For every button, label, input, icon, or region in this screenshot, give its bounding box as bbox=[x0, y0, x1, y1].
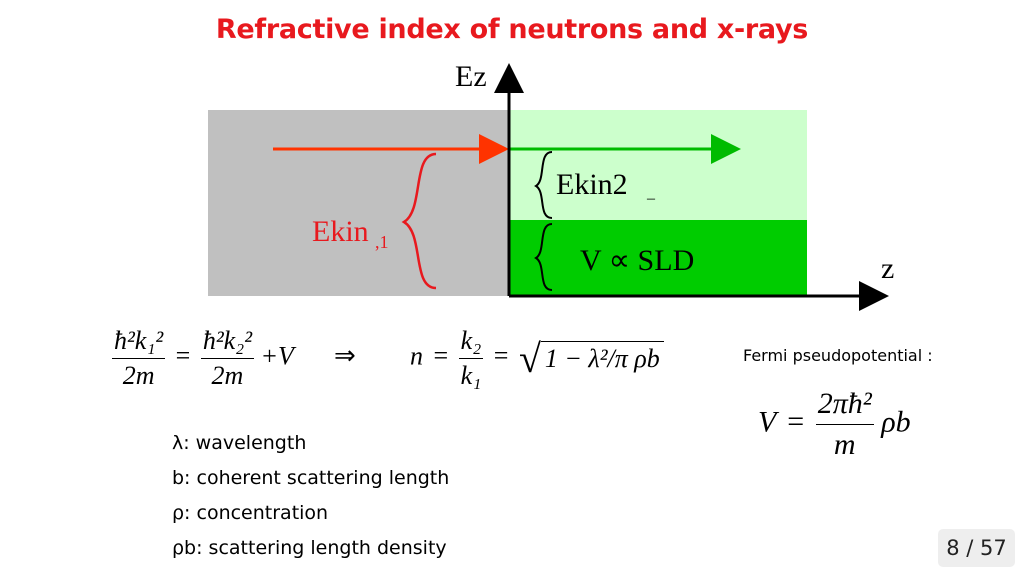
legend-item: ρ: concentration bbox=[172, 502, 329, 524]
legend-item: λ: wavelength bbox=[172, 432, 307, 454]
energy-axis-tick-mark: – bbox=[500, 78, 508, 95]
incident-region bbox=[208, 110, 509, 296]
ekin2-brace bbox=[534, 151, 553, 219]
legend-item: ρb: scattering length density bbox=[172, 537, 447, 559]
page-counter: 8 / 57 bbox=[938, 529, 1015, 567]
ekin1-brace bbox=[401, 152, 437, 290]
ekin2-label: Ekin2 bbox=[556, 168, 628, 201]
ekin1-subscript: ,1 bbox=[375, 232, 389, 252]
ekin2-tick-mark: – bbox=[647, 190, 655, 207]
energy-axis-label: Ez bbox=[455, 60, 487, 93]
sqrt-symbol: √ bbox=[518, 336, 541, 381]
lhs-fraction: ħ²k₁² 2m bbox=[112, 326, 166, 390]
k-ratio: k₂ k₁ bbox=[458, 326, 484, 390]
transmitted-region bbox=[509, 110, 807, 220]
slide-title: Refractive index of neutrons and x-rays bbox=[215, 14, 809, 45]
z-axis-label: z bbox=[881, 252, 895, 285]
sqrt-body: 1 − λ²/π ρb bbox=[540, 340, 664, 375]
potential-term: +V bbox=[260, 341, 294, 371]
legend-item: b: coherent scattering length bbox=[172, 467, 450, 489]
refraction-diagram bbox=[208, 63, 889, 311]
potential-region bbox=[509, 220, 807, 296]
implies-symbol: ⇒ bbox=[333, 341, 356, 371]
fermi-title: Fermi pseudopotential : bbox=[743, 346, 933, 365]
fermi-equation: V = 2πħ² m ρb bbox=[758, 384, 911, 465]
refractive-index-equation: n = k₂ k₁ = √ 1 − λ²/π ρb bbox=[410, 324, 664, 393]
energy-conservation-equation: ħ²k₁² 2m = ħ²k₂² 2m +V ⇒ bbox=[112, 324, 356, 393]
rhs-fraction: ħ²k₂² 2m bbox=[200, 326, 255, 390]
potential-brace bbox=[534, 223, 553, 291]
ekin1-label: Ekin bbox=[312, 215, 369, 248]
fermi-fraction: 2πħ² m bbox=[815, 384, 874, 465]
potential-label: V ∝ SLD bbox=[580, 244, 695, 277]
